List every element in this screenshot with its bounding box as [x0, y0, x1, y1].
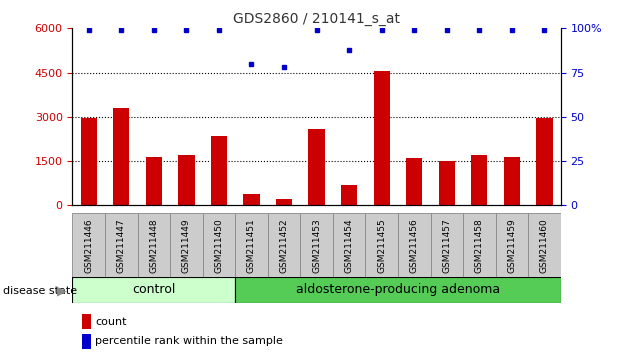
- Text: GSM211449: GSM211449: [182, 218, 191, 273]
- Text: GSM211454: GSM211454: [345, 218, 353, 273]
- Bar: [309, 129, 324, 205]
- Text: GSM211451: GSM211451: [247, 218, 256, 273]
- Bar: [374, 71, 390, 205]
- Bar: [406, 158, 422, 205]
- Bar: [203, 212, 235, 278]
- Bar: [504, 156, 520, 205]
- Bar: [235, 277, 561, 303]
- Bar: [235, 212, 268, 278]
- Bar: [146, 156, 162, 205]
- Text: aldosterone-producing adenoma: aldosterone-producing adenoma: [296, 284, 500, 296]
- Bar: [276, 199, 292, 205]
- Text: GSM211458: GSM211458: [475, 218, 484, 273]
- Text: GSM211460: GSM211460: [540, 218, 549, 273]
- Text: percentile rank within the sample: percentile rank within the sample: [95, 336, 284, 346]
- Bar: [528, 212, 561, 278]
- Bar: [333, 212, 365, 278]
- Text: GSM211450: GSM211450: [214, 218, 224, 273]
- Title: GDS2860 / 210141_s_at: GDS2860 / 210141_s_at: [233, 12, 400, 26]
- Bar: [430, 212, 463, 278]
- Bar: [178, 155, 195, 205]
- Bar: [341, 185, 357, 205]
- Text: GSM211459: GSM211459: [507, 218, 517, 273]
- Bar: [438, 161, 455, 205]
- Text: GSM211452: GSM211452: [280, 218, 289, 273]
- Bar: [268, 212, 301, 278]
- Bar: [82, 334, 91, 348]
- Bar: [137, 212, 170, 278]
- Bar: [170, 212, 203, 278]
- Text: GSM211457: GSM211457: [442, 218, 451, 273]
- Text: count: count: [95, 316, 127, 327]
- Text: GSM211456: GSM211456: [410, 218, 419, 273]
- Bar: [105, 212, 137, 278]
- Bar: [463, 212, 496, 278]
- Bar: [211, 136, 227, 205]
- Text: GSM211453: GSM211453: [312, 218, 321, 273]
- Text: GSM211448: GSM211448: [149, 218, 158, 273]
- Bar: [81, 118, 97, 205]
- Text: control: control: [132, 284, 176, 296]
- Text: GSM211455: GSM211455: [377, 218, 386, 273]
- Bar: [72, 212, 105, 278]
- Text: GSM211446: GSM211446: [84, 218, 93, 273]
- Bar: [113, 108, 129, 205]
- Bar: [471, 155, 488, 205]
- Bar: [536, 118, 553, 205]
- Bar: [365, 212, 398, 278]
- Bar: [82, 314, 91, 329]
- Text: GSM211447: GSM211447: [117, 218, 126, 273]
- Bar: [72, 277, 235, 303]
- Bar: [496, 212, 528, 278]
- Text: disease state: disease state: [3, 286, 77, 296]
- Bar: [398, 212, 430, 278]
- Bar: [243, 194, 260, 205]
- Text: ▶: ▶: [57, 285, 66, 297]
- Bar: [301, 212, 333, 278]
